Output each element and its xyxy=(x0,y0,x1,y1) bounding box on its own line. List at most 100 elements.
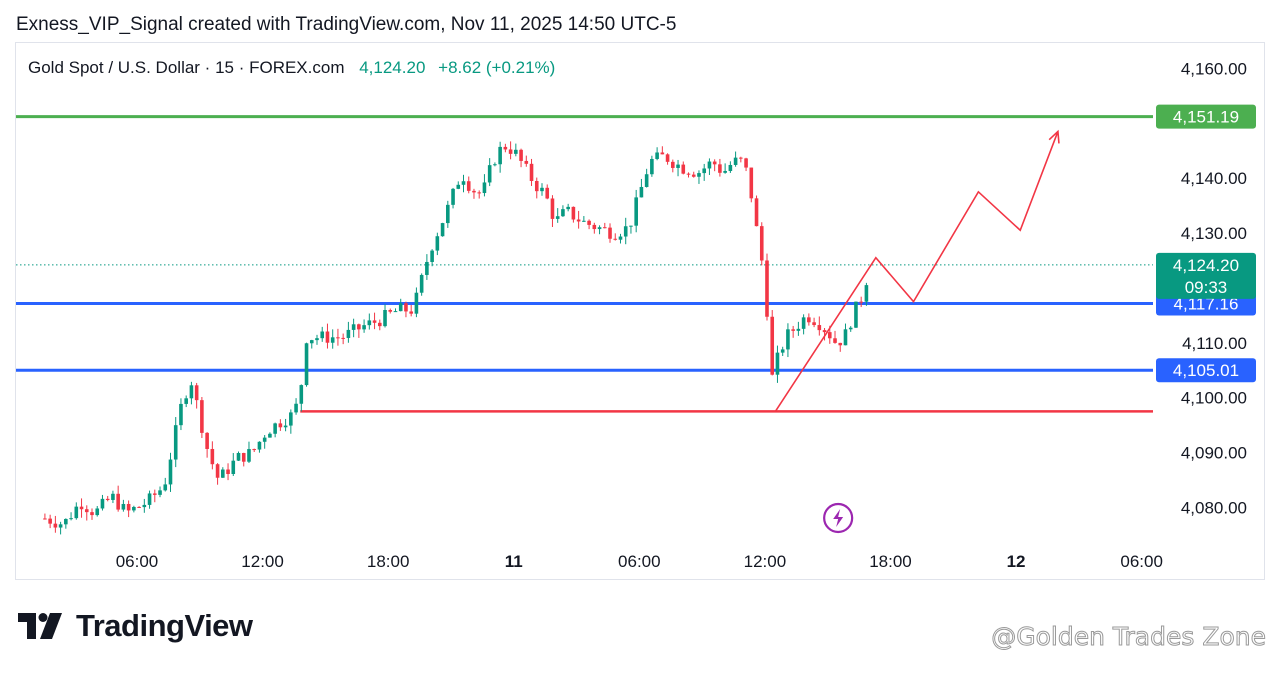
candle-body-121 xyxy=(676,164,680,168)
y-axis-tick-label: 4,110.00 xyxy=(1182,334,1247,353)
y-axis-tick-label: 4,130.00 xyxy=(1181,224,1247,243)
candle-body-76 xyxy=(440,223,445,237)
candle-body-75 xyxy=(435,236,440,251)
candle-body-119 xyxy=(665,154,670,162)
candle-body-45 xyxy=(278,423,283,428)
candle-body-51 xyxy=(309,340,314,344)
candle-body-136 xyxy=(754,198,759,227)
candle-body-148 xyxy=(817,325,822,331)
candle-body-6 xyxy=(74,506,79,519)
candle-body-44 xyxy=(273,423,277,434)
candle-body-88 xyxy=(503,146,508,150)
candle-body-105 xyxy=(592,224,597,230)
candle-body-72 xyxy=(419,274,424,293)
price-tag-level-0-bg xyxy=(1156,104,1256,129)
candle-body-48 xyxy=(294,403,298,413)
candle-body-97 xyxy=(550,198,555,219)
candle-body-131 xyxy=(728,164,733,171)
candle-body-147 xyxy=(812,322,816,326)
candle-body-20 xyxy=(147,493,152,505)
candle-body-118 xyxy=(660,152,665,155)
candle-body-155 xyxy=(854,301,858,328)
candle-body-113 xyxy=(634,197,638,226)
candle-body-152 xyxy=(838,342,843,346)
candle-body-10 xyxy=(95,508,100,516)
candle-body-108 xyxy=(608,227,612,239)
candle-body-23 xyxy=(163,484,168,491)
candle-body-87 xyxy=(498,146,502,165)
price-tag-level-0-label: 4,151.19 xyxy=(1173,108,1239,127)
candle-body-16 xyxy=(126,503,131,511)
price-tag-current-label: 4,124.20 xyxy=(1173,256,1239,275)
x-axis-tick-label: 12 xyxy=(1007,552,1026,571)
candle-body-125 xyxy=(697,173,701,177)
x-axis-tick-label: 11 xyxy=(505,552,523,571)
candle-body-47 xyxy=(289,412,293,426)
candle-body-146 xyxy=(807,317,811,323)
candle-body-84 xyxy=(482,182,487,194)
candle-body-83 xyxy=(477,192,482,194)
candle-body-17 xyxy=(132,506,136,511)
y-axis-tick-label: 4,090.00 xyxy=(1181,444,1247,463)
candle-body-64 xyxy=(377,322,382,327)
symbol-description[interactable]: Gold Spot / U.S. Dollar · 15 · FOREX.com xyxy=(28,58,345,77)
candle-body-38 xyxy=(241,452,246,462)
candle-body-55 xyxy=(330,337,335,343)
candle-body-7 xyxy=(79,506,84,510)
candle-body-70 xyxy=(409,311,413,314)
candle-body-86 xyxy=(493,164,497,166)
x-axis-tick-label: 06:00 xyxy=(618,552,661,571)
candle-body-100 xyxy=(566,206,570,210)
candle-body-8 xyxy=(84,509,89,513)
projection-arrowhead xyxy=(1048,129,1060,144)
candle-body-4 xyxy=(64,518,68,525)
candle-body-80 xyxy=(461,181,466,185)
candle-body-91 xyxy=(519,149,523,161)
candle-body-53 xyxy=(320,331,325,339)
candle-body-117 xyxy=(655,152,659,159)
candle-body-132 xyxy=(733,157,738,165)
candle-body-78 xyxy=(451,188,455,205)
candle-body-138 xyxy=(765,260,769,317)
candle-body-30 xyxy=(200,400,204,433)
candle-body-74 xyxy=(430,250,434,262)
candle-body-26 xyxy=(179,403,183,426)
candle-body-150 xyxy=(827,332,832,339)
candle-body-3 xyxy=(58,524,63,528)
candle-body-95 xyxy=(540,187,544,192)
candle-body-63 xyxy=(372,320,377,323)
candle-body-99 xyxy=(561,209,565,217)
price-tag-level-2-bg xyxy=(1156,358,1256,383)
chart-frame xyxy=(15,42,1265,580)
candle-body-124 xyxy=(691,174,696,177)
symbol-legend[interactable]: Gold Spot / U.S. Dollar · 15 · FOREX.com… xyxy=(28,58,555,78)
candle-body-127 xyxy=(707,161,712,169)
candle-body-143 xyxy=(791,329,795,331)
candle-body-92 xyxy=(524,160,529,164)
candle-body-24 xyxy=(168,459,173,485)
candle-body-98 xyxy=(555,216,560,219)
candle-body-35 xyxy=(226,469,230,475)
candle-body-104 xyxy=(587,220,591,225)
candle-body-111 xyxy=(623,226,628,237)
x-axis-tick-label: 12:00 xyxy=(241,552,284,571)
candle-body-46 xyxy=(283,425,288,428)
candle-body-149 xyxy=(822,330,827,333)
candle-body-144 xyxy=(796,328,801,331)
candle-body-69 xyxy=(404,303,408,312)
candle-body-82 xyxy=(472,190,476,193)
candle-body-0 xyxy=(43,518,47,520)
candle-body-145 xyxy=(801,317,806,329)
candle-body-77 xyxy=(446,204,450,224)
candle-body-28 xyxy=(189,385,194,399)
x-axis-tick-label: 18:00 xyxy=(367,552,410,571)
candle-body-33 xyxy=(215,464,220,478)
tradingview-logo[interactable]: TradingView xyxy=(18,608,253,644)
y-axis-tick-label: 4,160.00 xyxy=(1181,59,1247,78)
candle-body-137 xyxy=(759,226,764,261)
candle-body-27 xyxy=(184,398,188,404)
candle-body-56 xyxy=(336,337,340,339)
candle-body-115 xyxy=(644,174,649,187)
tradingview-logo-icon xyxy=(18,613,62,639)
